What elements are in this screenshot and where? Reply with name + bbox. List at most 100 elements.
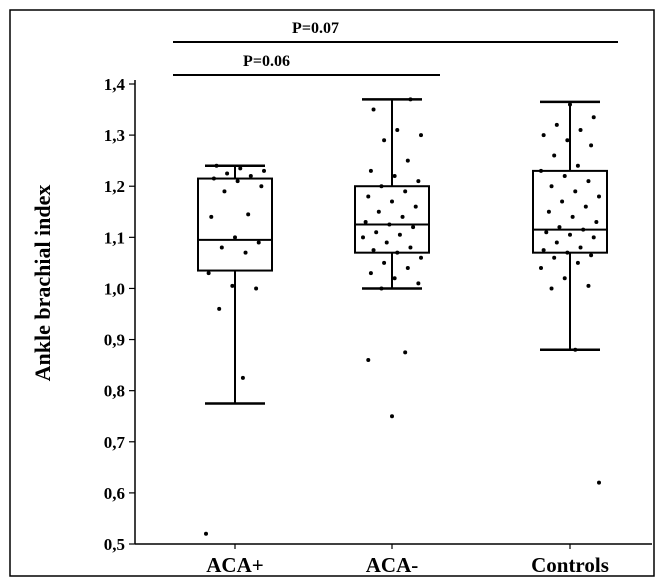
data-point — [400, 214, 405, 219]
data-point — [552, 153, 557, 158]
data-point — [368, 168, 373, 173]
data-point — [240, 375, 245, 380]
y-tick-label: 0,9 — [104, 331, 125, 350]
data-point — [405, 158, 410, 163]
y-tick-label: 0,8 — [104, 382, 125, 401]
data-point — [549, 184, 554, 189]
box-iqr — [532, 169, 608, 254]
data-point — [366, 358, 371, 362]
data-point — [248, 174, 253, 178]
data-point — [575, 260, 580, 265]
data-point — [594, 220, 599, 224]
data-point — [368, 271, 373, 276]
data-point — [246, 212, 251, 217]
y-ticks: 0,5 0,6 0,7 0,8 0,9 1,0 1,1 1,2 1,3 1,4 — [104, 75, 135, 554]
data-point — [392, 276, 397, 281]
y-tick-label: 1,2 — [104, 177, 125, 196]
x-category-label: ACA- — [366, 553, 419, 577]
y-tick-label: 0,5 — [104, 535, 125, 554]
data-point — [419, 133, 423, 138]
data-point — [586, 283, 591, 288]
y-tick-label: 1,1 — [104, 228, 125, 247]
data-point — [371, 248, 376, 253]
data-point — [366, 194, 371, 199]
y-axis-title: Ankle brachial index — [30, 185, 55, 382]
data-point — [376, 209, 381, 214]
data-point — [562, 276, 567, 281]
significance-annotations: P=0.07P=0.06 — [173, 20, 618, 76]
p-value-label: P=0.07 — [292, 20, 339, 37]
data-point — [243, 250, 248, 255]
data-point — [209, 214, 214, 219]
data-point — [565, 138, 570, 143]
y-tick-label: 0,6 — [104, 484, 125, 503]
data-point — [549, 286, 554, 291]
data-point — [256, 240, 261, 245]
data-points — [204, 97, 601, 536]
data-point — [546, 209, 551, 214]
data-point — [591, 235, 596, 240]
data-point — [225, 171, 230, 176]
data-point — [575, 163, 580, 168]
data-point — [403, 350, 408, 355]
y-tick-label: 0,7 — [104, 433, 126, 452]
data-point — [416, 179, 421, 184]
x-category-label: Controls — [531, 553, 609, 577]
data-point — [361, 235, 365, 240]
data-point — [541, 133, 546, 138]
data-point — [403, 189, 408, 194]
data-point — [419, 255, 423, 260]
data-point — [597, 194, 601, 199]
data-point — [589, 253, 594, 258]
data-point — [238, 166, 243, 171]
data-point — [597, 480, 601, 485]
data-point — [552, 255, 557, 260]
data-point — [230, 283, 235, 288]
data-point — [541, 248, 546, 253]
data-point — [259, 184, 264, 189]
y-tick-label: 1,0 — [104, 279, 125, 298]
x-category-label: ACA+ — [206, 553, 263, 577]
data-point — [589, 143, 594, 148]
data-point — [570, 214, 575, 219]
data-point — [573, 189, 578, 194]
data-point — [554, 122, 559, 127]
boxes — [197, 98, 608, 405]
data-point — [382, 260, 387, 265]
box-iqr — [354, 185, 430, 254]
x-category-labels: ACA+ ACA- Controls — [206, 544, 609, 577]
data-point — [544, 230, 549, 235]
data-point — [395, 128, 400, 132]
data-point — [222, 189, 227, 194]
data-point — [217, 306, 222, 311]
data-point — [586, 179, 591, 184]
data-point — [583, 204, 588, 209]
data-point — [384, 240, 389, 245]
y-tick-label: 1,3 — [104, 126, 125, 145]
data-point — [262, 168, 266, 173]
data-point — [382, 138, 387, 143]
data-point — [578, 128, 583, 132]
data-point — [562, 174, 567, 178]
box-iqr — [197, 177, 273, 272]
data-point — [568, 232, 572, 237]
data-point — [554, 240, 559, 245]
data-point — [416, 281, 421, 286]
data-point — [397, 232, 402, 237]
data-point — [392, 174, 397, 178]
data-point — [539, 266, 543, 270]
data-point — [413, 204, 418, 209]
data-point — [254, 286, 259, 291]
data-point — [371, 107, 376, 112]
data-point — [405, 266, 410, 270]
p-value-label: P=0.06 — [243, 53, 290, 70]
data-point — [560, 199, 565, 204]
figure-frame — [9, 9, 655, 577]
data-point — [390, 199, 394, 204]
data-point — [411, 225, 416, 230]
data-point — [591, 115, 596, 120]
data-point — [235, 179, 240, 184]
data-point — [578, 245, 583, 250]
data-point — [374, 230, 379, 235]
